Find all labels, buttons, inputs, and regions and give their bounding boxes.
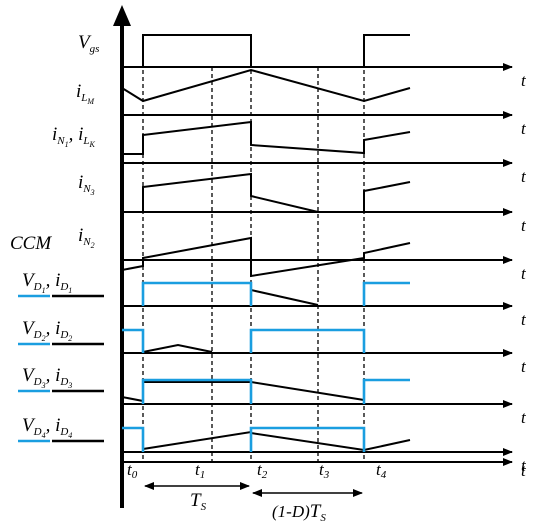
vd1-waveform <box>141 281 253 306</box>
signal-labels: Vgs iLM iN1, iLK iN3 iN2 VD1, iD1 VD2, iD2 VD3,… <box>18 32 104 443</box>
time-axis-label-main: t <box>521 461 527 480</box>
time-marker-lines <box>142 35 365 462</box>
time-marker-labels: t0 t1 t2 t3 t4 <box>127 460 387 481</box>
signal-label-in2: iN2 <box>78 225 95 250</box>
vgs-waveform <box>122 34 410 68</box>
vd4-waveform <box>122 426 145 452</box>
vd4-waveform-mid <box>249 426 366 452</box>
signal-label-in3: iN3 <box>78 172 95 197</box>
time-axis-label-vgs: t <box>521 71 527 90</box>
vd3-waveform <box>141 378 253 404</box>
signal-label-d1: VD1, iD1 <box>22 270 72 295</box>
time-axis-label-in3: t <box>521 216 527 235</box>
ilm-waveform <box>121 68 411 103</box>
time-marker-label-0: t0 <box>127 460 138 481</box>
in3-waveform <box>122 172 411 213</box>
id3-waveform <box>121 381 365 403</box>
vd1-waveform-tail <box>362 281 410 306</box>
signal-label-in1: iN1, iLK <box>52 124 96 149</box>
time-marker-label-2: t2 <box>257 460 268 481</box>
period-label: TS <box>190 490 207 513</box>
time-axis-label-ilm: t <box>521 119 527 138</box>
vd2-waveform <box>122 328 145 353</box>
signal-label-d3: VD3, iD3 <box>22 365 72 390</box>
signal-label-d2: VD2, iD2 <box>22 318 72 343</box>
time-marker-label-3: t3 <box>319 460 330 481</box>
signal-label-ilm: iLM <box>76 81 95 106</box>
time-axis-label-in2: t <box>521 264 527 283</box>
diode-voltage-waveforms <box>122 281 410 452</box>
id4-waveform <box>142 430 411 452</box>
time-axis-label-d2: t <box>521 357 527 376</box>
off-period-label: (1-D)TS <box>272 501 326 524</box>
vertical-axis-arrow <box>113 5 131 26</box>
time-axis-label-d3: t <box>521 408 527 427</box>
time-marker-label-4: t4 <box>376 460 387 481</box>
vd2-waveform-mid <box>249 328 366 353</box>
id1-waveform <box>250 289 319 306</box>
waveforms <box>121 34 411 452</box>
signal-label-d4: VD4, iD4 <box>22 415 72 440</box>
time-axis-label-d1: t <box>521 310 527 329</box>
vd3-waveform-tail <box>362 378 410 404</box>
signal-label-vgs: Vgs <box>78 32 99 55</box>
mode-label: CCM <box>10 233 52 254</box>
in1-waveform <box>122 120 411 155</box>
in2-waveform <box>121 236 411 278</box>
id2-waveform <box>142 343 213 353</box>
time-axis-label-d4: t <box>521 456 527 475</box>
time-marker-label-1: t1 <box>195 460 205 481</box>
time-axis-label-in1: t <box>521 167 527 186</box>
